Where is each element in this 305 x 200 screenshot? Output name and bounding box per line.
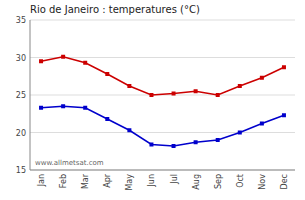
series-line	[41, 106, 284, 146]
grid-line	[30, 132, 295, 133]
chart-title: Rio de Janeiro : temperatures (°C)	[30, 4, 200, 15]
point-marker	[282, 113, 286, 117]
y-tick-label: 15	[16, 166, 26, 175]
point-marker	[216, 138, 220, 142]
x-tick-label: Oct	[236, 174, 245, 188]
point-marker	[172, 144, 176, 148]
point-marker	[39, 106, 43, 110]
point-marker	[61, 104, 65, 108]
point-marker	[61, 55, 65, 59]
x-tick-label: Dec	[280, 174, 289, 189]
x-tick-label: May	[125, 174, 134, 191]
y-tick-label: 20	[16, 129, 26, 138]
x-tick-label: Apr	[103, 173, 112, 188]
x-tick-label: Jun	[147, 174, 156, 188]
point-marker	[149, 93, 153, 97]
x-tick-label: Jul	[170, 174, 179, 185]
point-marker	[39, 59, 43, 63]
point-marker	[105, 117, 109, 121]
x-tick-label: Aug	[192, 174, 201, 190]
point-marker	[194, 140, 198, 144]
x-axis-line	[30, 170, 295, 171]
x-tick-label: Feb	[59, 174, 68, 188]
point-marker	[260, 76, 264, 80]
x-tick-label: Mar	[81, 173, 90, 189]
plot-area	[39, 55, 286, 148]
point-marker	[149, 143, 153, 147]
point-marker	[127, 84, 131, 88]
y-tick-label: 35	[16, 16, 26, 25]
point-marker	[83, 61, 87, 65]
x-tick-label: Sep	[214, 174, 223, 189]
series-line	[41, 57, 284, 95]
watermark: www.allmetsat.com	[35, 159, 104, 167]
point-marker	[127, 128, 131, 132]
y-tick-label: 25	[16, 91, 26, 100]
y-tick-label: 30	[16, 54, 26, 63]
grid-line	[30, 170, 295, 171]
point-marker	[238, 131, 242, 135]
point-marker	[194, 89, 198, 93]
point-marker	[172, 92, 176, 96]
point-marker	[282, 65, 286, 69]
point-marker	[105, 72, 109, 76]
chart-container: 15 20 25 30 35 Jan Feb Mar Apr May Jun Jul Aug Sep Oct…	[0, 0, 305, 200]
point-marker	[83, 106, 87, 110]
point-marker	[260, 122, 264, 126]
point-marker	[238, 84, 242, 88]
point-marker	[216, 93, 220, 97]
x-tick-label: Nov	[258, 174, 267, 190]
chart: 15 20 25 30 35 Jan Feb Mar Apr May Jun Jul Aug Sep Oct…	[0, 0, 305, 200]
x-tick-label: Jan	[37, 174, 46, 187]
grid-line	[30, 20, 295, 21]
y-axis-line	[30, 20, 31, 170]
